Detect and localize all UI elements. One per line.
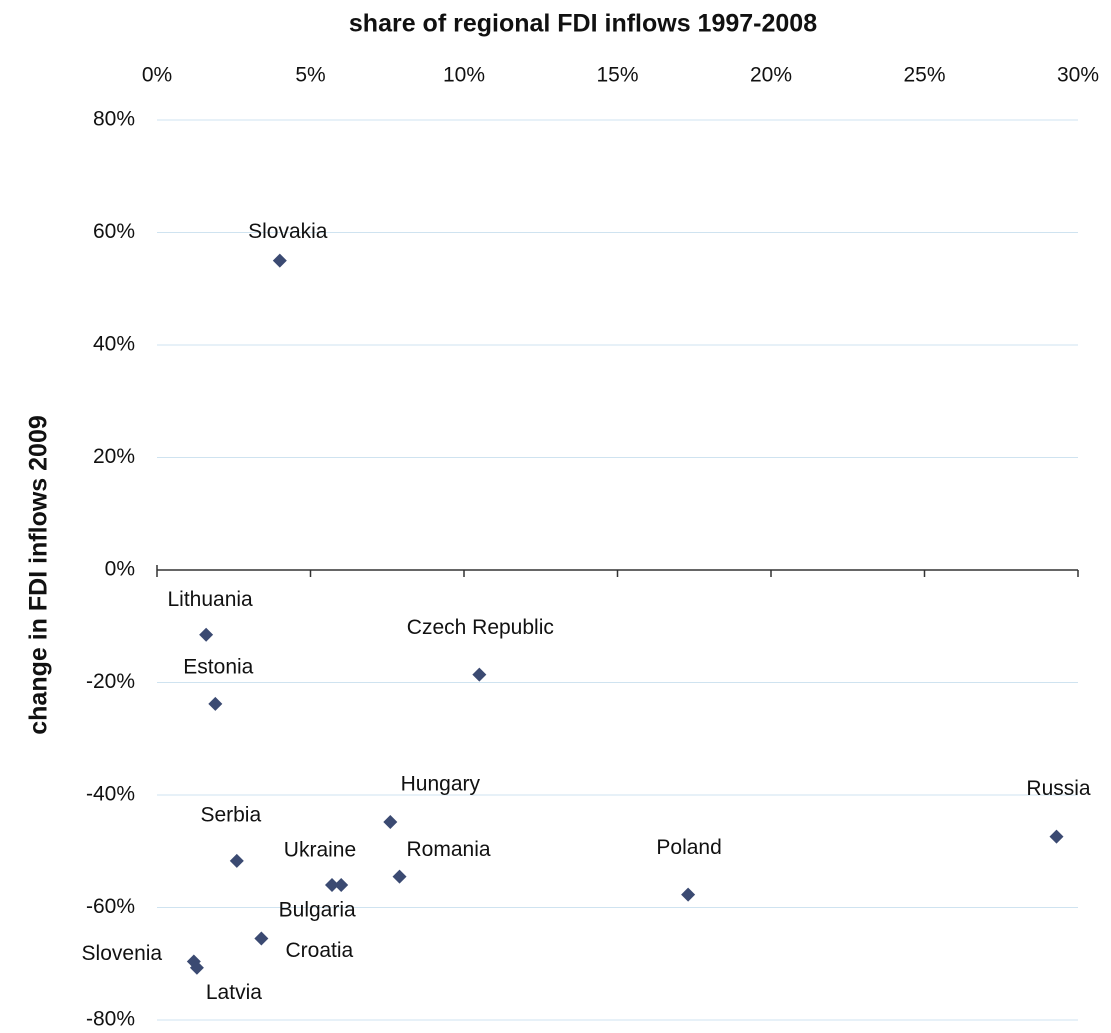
point-label: Romania	[407, 838, 491, 861]
point-label: Bulgaria	[279, 899, 356, 922]
point	[334, 878, 349, 892]
chart-title: share of regional FDI inflows 1997-2008	[349, 10, 817, 38]
point-label: Slovenia	[82, 942, 163, 965]
point-label: Ukraine	[284, 839, 356, 862]
point-label: Croatia	[286, 939, 354, 962]
point-label: Poland	[656, 836, 721, 859]
point-label: Czech Republic	[407, 616, 554, 639]
y-tick-label: -40%	[86, 783, 135, 806]
x-tick-label: 10%	[443, 64, 485, 87]
point	[1049, 829, 1064, 844]
y-tick-label: 80%	[93, 108, 135, 131]
point-label: Russia	[1026, 777, 1091, 800]
y-axis-title: change in FDI inflows 2009	[25, 415, 53, 735]
x-tick-label: 15%	[596, 64, 638, 87]
point	[392, 869, 407, 884]
x-tick-label: 25%	[903, 64, 945, 87]
point	[208, 696, 223, 711]
point	[229, 853, 244, 868]
point	[189, 960, 204, 975]
point	[272, 253, 287, 268]
point-label: Latvia	[206, 981, 262, 1004]
y-tick-label: 40%	[93, 333, 135, 356]
point	[472, 667, 487, 682]
y-tick-label: 0%	[105, 558, 135, 581]
x-tick-label: 30%	[1057, 64, 1099, 87]
x-tick-label: 5%	[295, 64, 325, 87]
y-tick-label: 20%	[93, 445, 135, 468]
x-tick-label: 0%	[142, 64, 172, 87]
point-label: Slovakia	[248, 220, 328, 243]
y-tick-label: -20%	[86, 670, 135, 693]
y-tick-label: -60%	[86, 895, 135, 918]
y-tick-label: 60%	[93, 220, 135, 243]
point	[254, 931, 269, 946]
point	[324, 878, 339, 892]
point	[199, 627, 214, 642]
point	[383, 815, 398, 829]
x-tick-label: 20%	[750, 64, 792, 87]
point	[681, 887, 696, 902]
point-label: Lithuania	[167, 588, 253, 611]
point-label: Hungary	[401, 773, 481, 796]
y-tick-label: -80%	[86, 1008, 135, 1031]
point-label: Serbia	[200, 803, 261, 826]
point-label: Estonia	[183, 655, 253, 678]
